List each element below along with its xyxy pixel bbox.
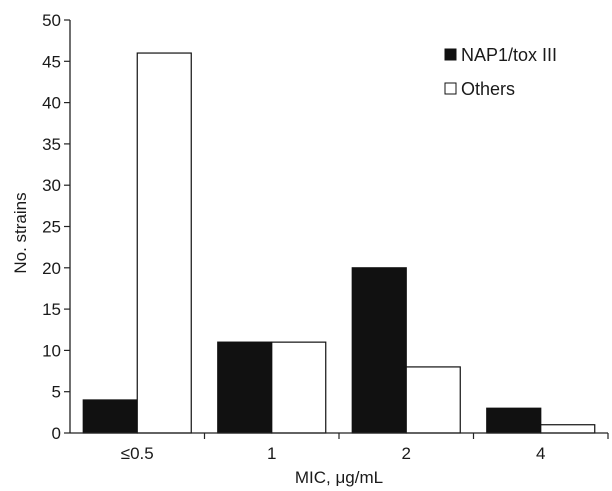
bar-nap1-tox-iii bbox=[486, 407, 542, 434]
legend-swatch-others bbox=[444, 82, 457, 95]
x-axis-title: MIC, μg/mL bbox=[295, 468, 383, 487]
y-axis-title: No. strains bbox=[11, 192, 30, 273]
bar-nap1-tox-iii bbox=[217, 341, 273, 434]
bars bbox=[82, 52, 596, 434]
bar-nap1-tox-iii bbox=[82, 399, 138, 434]
bar-nap1-tox-iii bbox=[351, 267, 407, 434]
legend-label-nap1: NAP1/tox III bbox=[461, 45, 557, 65]
y-tick-label: 50 bbox=[42, 11, 61, 30]
bar-others bbox=[271, 341, 327, 434]
y-tick-label: 40 bbox=[42, 94, 61, 113]
x-axis-ticks: ≤0.5 1 2 4 bbox=[121, 433, 609, 463]
y-tick-label: 25 bbox=[42, 218, 61, 237]
y-tick-label: 5 bbox=[52, 383, 61, 402]
y-tick-label: 45 bbox=[42, 52, 61, 71]
legend: NAP1/tox III Others bbox=[444, 45, 557, 99]
legend-label-others: Others bbox=[461, 79, 515, 99]
y-tick-label: 20 bbox=[42, 259, 61, 278]
y-axis-ticks: 0 5 10 15 20 25 30 35 40 45 50 bbox=[42, 11, 70, 443]
y-tick-label: 10 bbox=[42, 341, 61, 360]
legend-swatch-nap1 bbox=[444, 48, 457, 61]
x-tick-label: 1 bbox=[267, 444, 276, 463]
bar-others bbox=[405, 366, 461, 434]
y-tick-label: 0 bbox=[52, 424, 61, 443]
bar-others bbox=[136, 52, 192, 434]
y-tick-label: 15 bbox=[42, 300, 61, 319]
y-tick-label: 30 bbox=[42, 176, 61, 195]
x-tick-label: ≤0.5 bbox=[121, 444, 154, 463]
y-tick-label: 35 bbox=[42, 135, 61, 154]
x-tick-label: 4 bbox=[536, 444, 545, 463]
x-tick-label: 2 bbox=[402, 444, 411, 463]
bar-others bbox=[540, 424, 596, 434]
